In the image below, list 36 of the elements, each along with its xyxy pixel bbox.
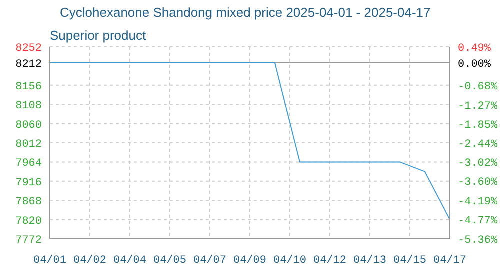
y-tick-label: 7820	[16, 216, 42, 228]
y2-tick-label: -0.68%	[458, 81, 498, 94]
y2-tick-label: -4.77%	[458, 216, 498, 228]
x-tick-label: 04/09	[233, 254, 267, 267]
y2-tick-label: -1.27%	[458, 100, 498, 113]
y-tick-label: 8212	[16, 59, 42, 71]
y2-tick-label: -4.19%	[458, 196, 498, 209]
y2-tick-label: -3.60%	[458, 177, 498, 190]
y-tick-label: 8060	[16, 120, 42, 132]
line-series	[50, 62, 450, 220]
chart-title: Cyclohexanone Shandong mixed price 2025-04-01 - 2025-04-17	[60, 5, 431, 20]
y-tick-label: 8156	[16, 81, 42, 94]
y2-tick-label: -3.02%	[458, 158, 498, 170]
x-tick-label: 04/13	[353, 254, 387, 267]
x-tick-label: 04/01	[33, 254, 67, 267]
x-tick-label: 04/04	[113, 254, 147, 267]
y-tick-label: 7868	[16, 196, 42, 209]
y-tick-label: 7964	[16, 158, 42, 170]
y-tick-label: 7916	[16, 177, 42, 190]
chart-subtitle: Superior product	[50, 28, 146, 43]
y-tick-label: 7772	[16, 235, 42, 247]
y-tick-label: 8252	[16, 43, 42, 55]
y-tick-label: 8108	[16, 100, 42, 113]
y2-tick-label: -1.85%	[458, 120, 498, 132]
x-tick-label: 04/15	[393, 254, 427, 267]
x-tick-label: 04/10	[273, 254, 307, 267]
y-tick-label: 8012	[16, 139, 42, 151]
y2-tick-label: -5.36%	[458, 235, 498, 247]
y2-tick-label: 0.49%	[458, 43, 492, 55]
x-tick-label: 04/07	[193, 254, 227, 267]
x-tick-label: 04/12	[313, 254, 347, 267]
x-tick-label: 04/02	[73, 254, 107, 267]
x-tick-label: 04/05	[153, 254, 187, 267]
y2-tick-label: -2.44%	[458, 139, 498, 152]
y2-tick-label: 0.00%	[458, 59, 492, 72]
x-tick-label: 04/17	[433, 254, 467, 267]
